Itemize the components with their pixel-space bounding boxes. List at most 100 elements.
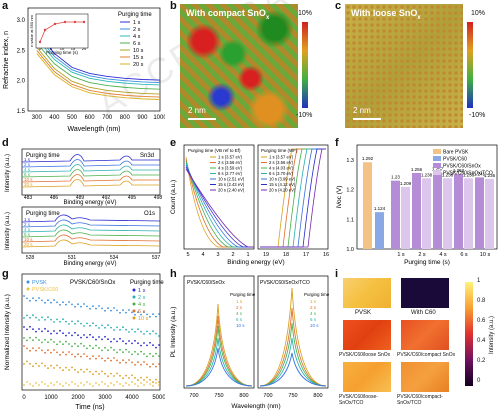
g-title2: Purging time <box>130 280 164 286</box>
g-data-point <box>74 383 76 385</box>
g-data-point <box>50 382 52 384</box>
g-data-point <box>155 352 157 355</box>
g-data-point <box>77 320 79 323</box>
g-data-point <box>98 336 100 338</box>
pl-map-c60 <box>401 278 449 308</box>
f-xtick: 4 s <box>439 252 447 258</box>
g-data-point <box>71 353 73 356</box>
f-ytick: 1.2 <box>346 188 354 194</box>
g-data-point <box>116 381 118 383</box>
g-data-point <box>137 361 139 364</box>
g-data-point <box>77 385 79 387</box>
g-data-point <box>149 378 151 381</box>
g-data-point <box>32 385 34 387</box>
g-data-point <box>38 384 40 386</box>
panel-i: i PVSK With C60 PVSK/C60/loose SnOx PVSK… <box>333 268 500 412</box>
g-data-point <box>26 381 28 383</box>
e-xtick: 2 <box>231 252 234 258</box>
g-data-point <box>62 332 64 335</box>
e-legend-right-item: 4 s (4.03 eV) <box>269 166 294 171</box>
a-legend-item: 1 s <box>133 20 141 26</box>
d-o-curve <box>21 239 161 248</box>
f-ylabel: iVoc (V) <box>336 186 343 209</box>
g-data-point <box>122 377 124 380</box>
g-data-point <box>80 368 82 371</box>
g-data-point <box>68 343 70 345</box>
f-data-label: 1.236 <box>484 173 496 178</box>
a-inset-ylabel: n value at 550 nm <box>29 14 34 46</box>
g-data-point <box>107 385 109 387</box>
g-data-point <box>68 301 70 303</box>
g-time-item: 6 s <box>138 309 146 315</box>
g-data-point <box>41 381 43 383</box>
d-title: Purging time <box>26 153 60 159</box>
g-data-point <box>128 377 130 379</box>
f-data-label: 1.209 <box>400 181 412 186</box>
f-data-label: 1.292 <box>362 156 374 161</box>
i-tile-0: PVSK <box>355 310 372 316</box>
f-data-label: 1.257 <box>432 167 444 172</box>
g-data-point <box>50 364 52 367</box>
g-data-point <box>44 364 46 367</box>
f-ytick: 1.1 <box>346 217 354 223</box>
g-data-point <box>104 359 106 362</box>
g-data-point <box>50 338 52 341</box>
g-data-point <box>137 342 139 345</box>
g-data-point <box>68 332 70 334</box>
panel-label-f: f <box>335 137 339 149</box>
panel-c: c With loose SnOx 2 nm 10% -10% <box>333 0 500 135</box>
g-data-point <box>74 331 76 334</box>
g-data-point <box>155 346 157 349</box>
g-data-point <box>65 303 67 306</box>
g-data-point <box>98 373 100 375</box>
g-data-point <box>89 307 91 310</box>
f-bar-tco <box>401 186 410 249</box>
g-data-point <box>122 385 124 387</box>
g-data-point <box>122 309 124 312</box>
d-time-label: 1 s <box>24 157 31 162</box>
g-data-point <box>110 346 112 349</box>
a-inset-xlabel: Purging time (s) <box>46 50 78 55</box>
g-data-point <box>107 338 109 341</box>
g-data-point <box>59 383 61 385</box>
i-cb-tick: 0.4 <box>477 338 486 344</box>
ivoc-bar-chart: 1.2921.1241.231.2091.2561.2381.2571.2381… <box>336 144 498 266</box>
e-legend-right-item: 2 s (3.56 eV) <box>269 160 294 165</box>
g-data-point <box>26 347 28 350</box>
a-inset-xtick: 15 <box>71 46 76 51</box>
g-data-point <box>107 357 109 360</box>
d-xtick: 534 <box>110 255 119 261</box>
panel-label-i: i <box>335 268 339 280</box>
f-legend-item: Bare PVSK <box>443 150 469 156</box>
g-time-item: 2 s <box>138 295 146 301</box>
g-data-point <box>137 328 139 331</box>
g-data-point <box>113 307 115 309</box>
d-time-label: 2 s <box>24 222 31 227</box>
f-bar-snox <box>433 172 442 249</box>
i-cb-label: Intensity (a.u.) <box>489 315 495 354</box>
g-data-point <box>143 384 145 386</box>
g-data-point <box>47 367 49 370</box>
b-cb-bottom: -10% <box>296 112 313 119</box>
f-bar-bare <box>363 162 372 249</box>
a-xtick: 400 <box>49 115 60 121</box>
g-data-point <box>59 340 61 343</box>
g-data-point <box>71 381 73 383</box>
g-data-point <box>143 379 145 381</box>
g-data-point <box>80 342 82 345</box>
e-legend-left-item: 15 s (2.43 eV) <box>218 182 245 187</box>
g-data-point <box>98 384 100 386</box>
g-data-point <box>101 324 103 327</box>
g-data-point <box>71 320 73 323</box>
g-data-point <box>53 321 55 323</box>
c-colorbar <box>467 22 473 108</box>
a-ytick: 1.5 <box>17 109 26 115</box>
g-data-point <box>86 347 88 350</box>
g-data-point <box>53 384 55 386</box>
h-left-spectrum <box>185 347 253 387</box>
g-data-point <box>23 345 25 347</box>
g-data-point <box>29 362 31 365</box>
g-data-point <box>50 351 52 354</box>
a-ytick: 2.0 <box>17 79 26 85</box>
g-data-point <box>65 382 67 384</box>
